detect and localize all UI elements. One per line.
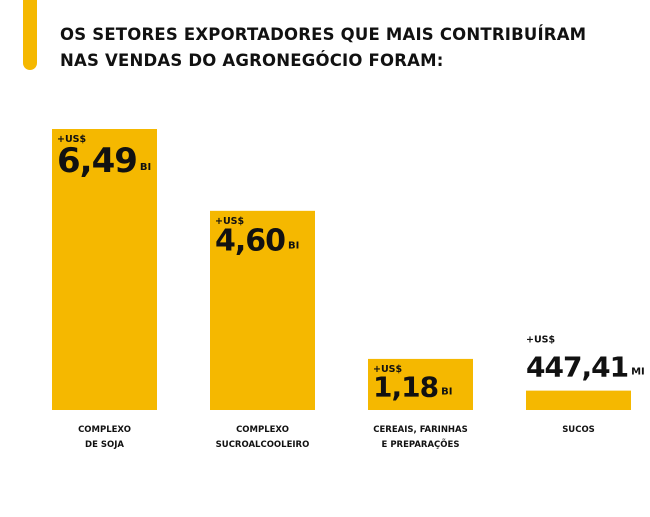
- data-label-value-4: 447,41: [526, 351, 628, 384]
- data-label-value-1: 6,49: [57, 141, 137, 181]
- category-label-1-line-1: COMPLEXO: [78, 425, 131, 435]
- category-label-2-line-1: COMPLEXO: [236, 425, 289, 435]
- chart-title: OS SETORES EXPORTADORES QUE MAIS CONTRIB…: [60, 22, 630, 74]
- category-label-3-line-2: E PREPARAÇÕES: [382, 438, 460, 450]
- category-label-2-line-2: SUCROALCOOLEIRO: [216, 440, 310, 450]
- data-label-unit-4: MI: [631, 367, 645, 378]
- chart-title-line-2: NAS VENDAS DO AGRONEGÓCIO FORAM:: [60, 51, 444, 70]
- data-label-prefix-4: +US$: [526, 335, 555, 346]
- data-label-unit-2: BI: [288, 240, 299, 251]
- chart-title-line-1: OS SETORES EXPORTADORES QUE MAIS CONTRIB…: [60, 25, 587, 44]
- bar-3: [368, 358, 473, 410]
- data-label-prefix-2: +US$: [215, 216, 244, 227]
- category-label-3-line-1: CEREAIS, FARINHAS: [373, 425, 468, 435]
- accent-bar: [23, 0, 37, 70]
- bar-2: [210, 210, 315, 410]
- data-label-prefix-3: +US$: [373, 364, 402, 375]
- bar-4: [526, 390, 631, 410]
- category-label-1-line-2: DE SOJA: [85, 440, 124, 450]
- category-label-4-line-1: SUCOS: [562, 425, 595, 435]
- data-label-unit-3: BI: [441, 387, 452, 398]
- data-label-value-2: 4,60: [215, 223, 285, 258]
- bar-1: [52, 129, 157, 410]
- data-label-value-3: 1,18: [373, 371, 438, 404]
- data-label-unit-1: BI: [140, 162, 151, 173]
- data-label-prefix-1: +US$: [57, 134, 86, 145]
